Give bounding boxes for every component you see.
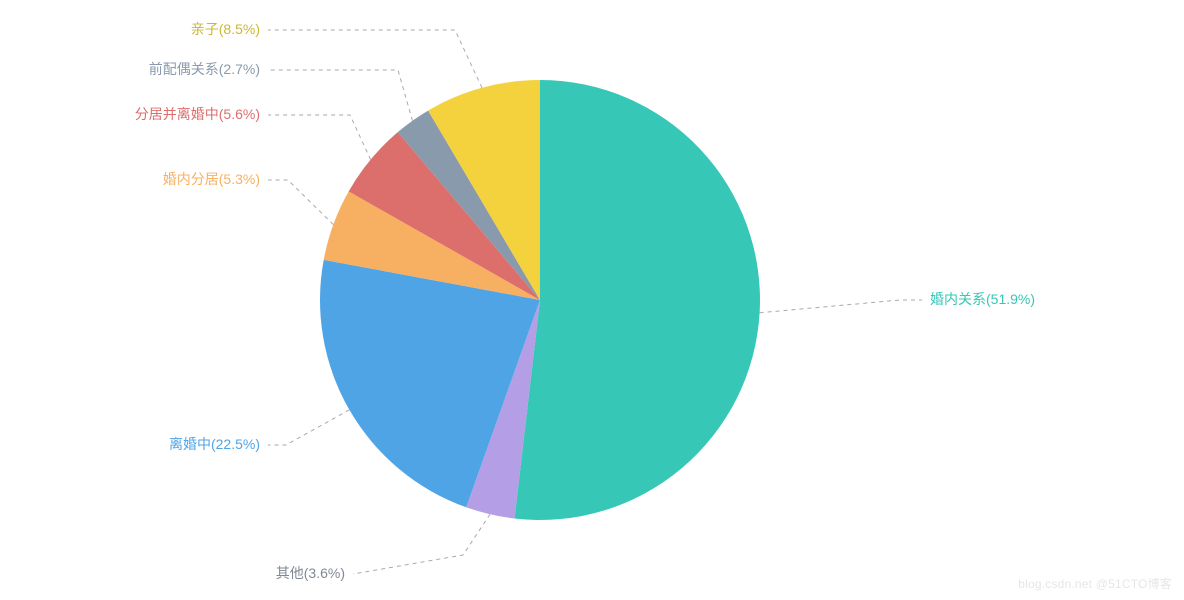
pie-chart: 婚内关系(51.9%) 其他(3.6%) 离婚中(22.5%) 婚内分居(5.3%) 分… (0, 0, 1184, 600)
pie-slice (515, 80, 760, 520)
leader-line (268, 30, 482, 88)
watermark-text: blog.csdn.net @51CTO博客 (1018, 575, 1172, 592)
leader-line (760, 300, 922, 313)
pie-slice-label: 其他(3.6%) (276, 566, 345, 580)
leader-line (353, 514, 490, 574)
leader-line (268, 180, 333, 225)
leader-line (268, 70, 412, 121)
pie-slice-label: 亲子(8.5%) (191, 22, 260, 36)
leader-line (268, 115, 371, 160)
pie-slice-label: 离婚中(22.5%) (169, 437, 260, 451)
leader-line (268, 410, 349, 445)
pie-slice-label: 前配偶关系(2.7%) (149, 62, 260, 76)
pie-slice-label: 婚内分居(5.3%) (163, 172, 260, 186)
pie-slice-label: 分居并离婚中(5.6%) (135, 107, 260, 121)
pie-slice-label: 婚内关系(51.9%) (930, 292, 1035, 306)
